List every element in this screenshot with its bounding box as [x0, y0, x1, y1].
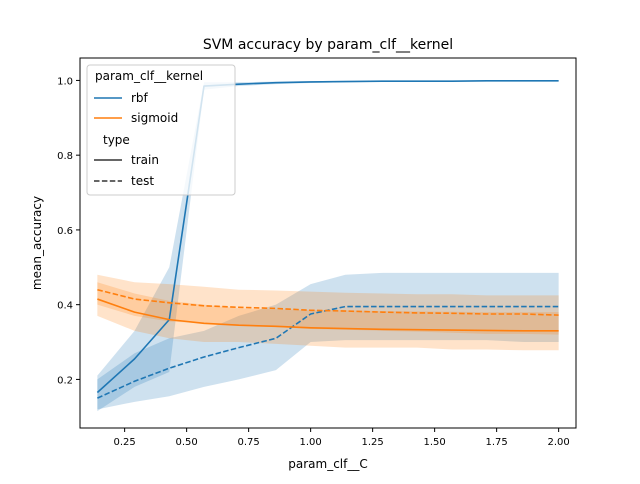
band-sigmoid-test	[97, 274, 559, 335]
chart-title: SVM accuracy by param_clf__kernel	[203, 37, 453, 53]
band-sigmoid-train	[97, 282, 559, 351]
plot-area	[96, 79, 559, 412]
x-tick-label: 0.75	[238, 437, 260, 448]
series-lines	[96, 79, 559, 399]
legend-label-train: train	[131, 153, 159, 167]
legend-label-rbf: rbf	[131, 91, 149, 105]
axes: 0.25 0.50 0.75 1.00 1.25 1.50 1.75 2.00 0.20.40…	[57, 57, 577, 448]
x-tick-label: 2.00	[548, 437, 570, 448]
x-tick-label: 1.00	[300, 437, 322, 448]
line-rbf-train	[96, 79, 559, 394]
x-axis-ticks: 0.25 0.50 0.75 1.00 1.25 1.50 1.75 2.00	[114, 428, 570, 448]
y-tick-label: 0.2	[57, 375, 73, 386]
line-sigmoid-test	[97, 288, 559, 316]
legend-box	[86, 64, 236, 196]
y-tick-label: 1.0	[57, 76, 73, 87]
y-axis-ticks: 0.2 0.4 0.6 0.8 1.0	[57, 76, 80, 386]
x-tick-label: 1.25	[362, 437, 384, 448]
legend: param_clf__kernel rbf sigmoid type train…	[86, 64, 236, 196]
y-tick-label: 0.8	[57, 151, 73, 162]
legend-label-sigmoid: sigmoid	[131, 111, 178, 125]
line-sigmoid-train	[97, 298, 559, 332]
y-axis-label: mean_accuracy	[30, 196, 44, 290]
x-tick-label: 1.75	[486, 437, 508, 448]
legend-label-test: test	[131, 174, 154, 188]
y-tick-label: 0.6	[57, 226, 73, 237]
legend-style-title: type	[103, 133, 130, 147]
x-axis-label: param_clf__C	[288, 457, 367, 471]
x-tick-label: 1.50	[424, 437, 446, 448]
y-tick-label: 0.4	[57, 301, 73, 312]
legend-hue-title: param_clf__kernel	[95, 69, 203, 83]
x-tick-label: 0.25	[114, 437, 136, 448]
x-tick-label: 0.50	[176, 437, 198, 448]
axes-frame	[79, 57, 577, 429]
